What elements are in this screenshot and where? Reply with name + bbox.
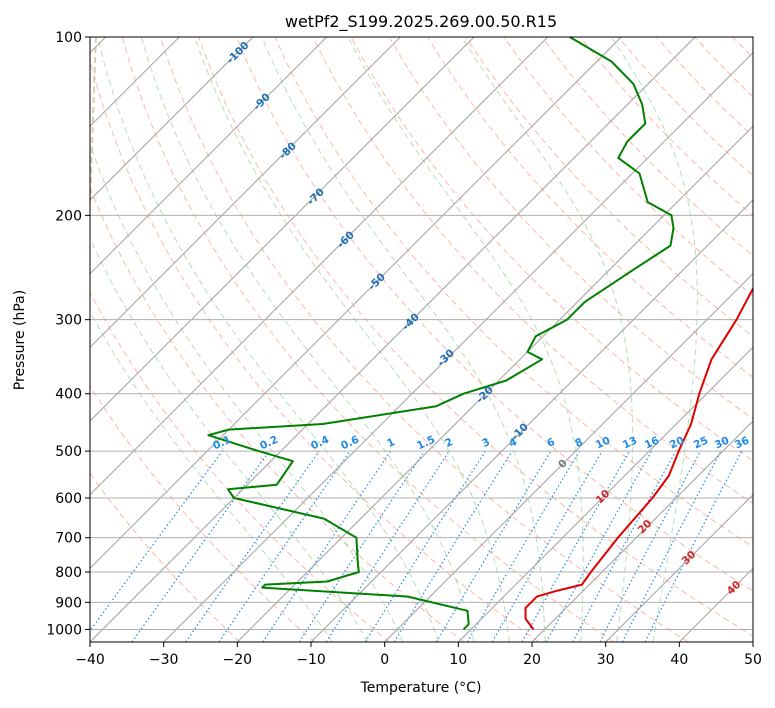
- temperature-profile-line: [524, 286, 753, 631]
- y-tick-label: 100: [55, 30, 82, 46]
- plot-frame: [89, 36, 754, 643]
- moist-adiabat: [194, 37, 510, 642]
- mixing-ratio-line: [298, 450, 425, 642]
- mixing-ratio-label: 20: [668, 434, 686, 451]
- y-tick-label: 400: [55, 387, 82, 403]
- y-tick-label: 200: [55, 208, 82, 224]
- axes: −40 −30 −20 −10 0 10 20 30 40 50 100 200 300 400 500 60…: [46, 30, 762, 668]
- dry-adiabat: [503, 37, 753, 297]
- y-tick-label: 600: [55, 491, 82, 507]
- x-tick-label: −40: [75, 652, 105, 668]
- isotherm-line: [90, 37, 328, 275]
- dry-adiabat: [465, 37, 753, 338]
- mixing-ratio-label: 30: [713, 434, 731, 451]
- sounding-profiles: [207, 37, 753, 631]
- mixing-ratio-label: 8: [573, 436, 585, 450]
- y-axis-title: Pressure (hPa): [12, 290, 28, 390]
- mixing-ratio-label: 16: [643, 434, 661, 451]
- dry-adiabat: [90, 472, 241, 642]
- y-tick-label: 800: [55, 565, 82, 581]
- moist-adiabat: [610, 37, 698, 642]
- dry-adiabat: [312, 37, 753, 505]
- dry-adiabat: [274, 37, 753, 548]
- isotherm-line: [457, 346, 753, 642]
- isotherm-line: [90, 37, 696, 642]
- mixing-ratio-line: [644, 450, 743, 642]
- x-tick-label: 10: [449, 652, 467, 668]
- mixing-ratio-label: 36: [733, 434, 751, 451]
- mixing-ratio-label: 10: [594, 434, 612, 451]
- isotherm-line: [90, 37, 549, 496]
- isotherm-line: [531, 420, 753, 642]
- moist-adiabat: [140, 37, 475, 642]
- y-tick-label: 300: [55, 313, 82, 329]
- mixing-ratio-label: 1: [385, 436, 397, 450]
- mixing-ratio-line: [393, 450, 513, 642]
- isotherm-line: [310, 199, 753, 642]
- moist-adiabat: [90, 142, 404, 642]
- moist-adiabat: [347, 37, 584, 642]
- mixing-ratio-line: [545, 450, 653, 642]
- dry-adiabat: [159, 37, 689, 642]
- dry-adiabat: [121, 37, 614, 642]
- mixing-ratio-line: [90, 450, 223, 632]
- dry-adiabat: [388, 37, 753, 420]
- x-tick-label: 50: [744, 652, 762, 668]
- isotherm-line: [90, 37, 475, 422]
- isotherm-line: [605, 493, 753, 642]
- chart-title: wetPf2_S199.2025.269.00.50.R15: [285, 12, 557, 32]
- isotherm-line: [236, 125, 753, 642]
- mixing-ratio-line: [521, 450, 631, 642]
- x-tick-label: −20: [223, 652, 253, 668]
- mixing-ratio-line: [262, 450, 392, 642]
- dry-adiabat: [90, 291, 390, 642]
- mixing-ratio-label: 2: [443, 436, 455, 450]
- y-tick-label: 500: [55, 444, 82, 460]
- mixing-ratio-label: 3: [480, 436, 492, 450]
- x-tick-label: 30: [597, 652, 615, 668]
- y-tick-label: 700: [55, 531, 82, 547]
- dry-adiabat: [90, 186, 465, 642]
- dry-adiabat: [90, 59, 540, 642]
- isotherm-line: [90, 37, 622, 570]
- moist-adiabat: [90, 310, 333, 642]
- isotherm-line: [90, 37, 254, 201]
- x-tick-label: 40: [670, 652, 688, 668]
- x-tick-label: 0: [380, 652, 389, 668]
- dry-adiabat: [426, 37, 753, 378]
- isotherm-line: [163, 51, 753, 642]
- mixing-ratio-line: [185, 450, 320, 642]
- mixing-ratio-line: [572, 450, 677, 642]
- dry-adiabat: [350, 37, 753, 462]
- dewpoint-profile-line: [207, 37, 675, 631]
- x-tick-label: −10: [296, 652, 326, 668]
- background-lines: [90, 37, 753, 642]
- mixing-ratio-label: 13: [621, 434, 639, 451]
- x-tick-label: −30: [149, 652, 179, 668]
- mixing-ratio-label: 4: [507, 436, 519, 450]
- x-tick-label: 20: [523, 652, 541, 668]
- mixing-ratio-line: [218, 450, 351, 642]
- isotherm-line: [90, 37, 401, 349]
- mixing-ratio-line: [325, 450, 450, 642]
- mixing-ratio-label: 6: [545, 436, 557, 450]
- moist-adiabat: [261, 37, 546, 642]
- y-tick-label: 900: [55, 595, 82, 611]
- x-axis-title: Temperature (°C): [360, 680, 482, 696]
- isotherm-line: [384, 272, 753, 642]
- dry-adiabat: [90, 384, 316, 642]
- dry-adiabat: [236, 37, 753, 592]
- y-tick-label: 1000: [46, 622, 82, 638]
- mixing-ratio-line: [131, 450, 270, 642]
- mixing-ratio-label: 25: [692, 434, 710, 451]
